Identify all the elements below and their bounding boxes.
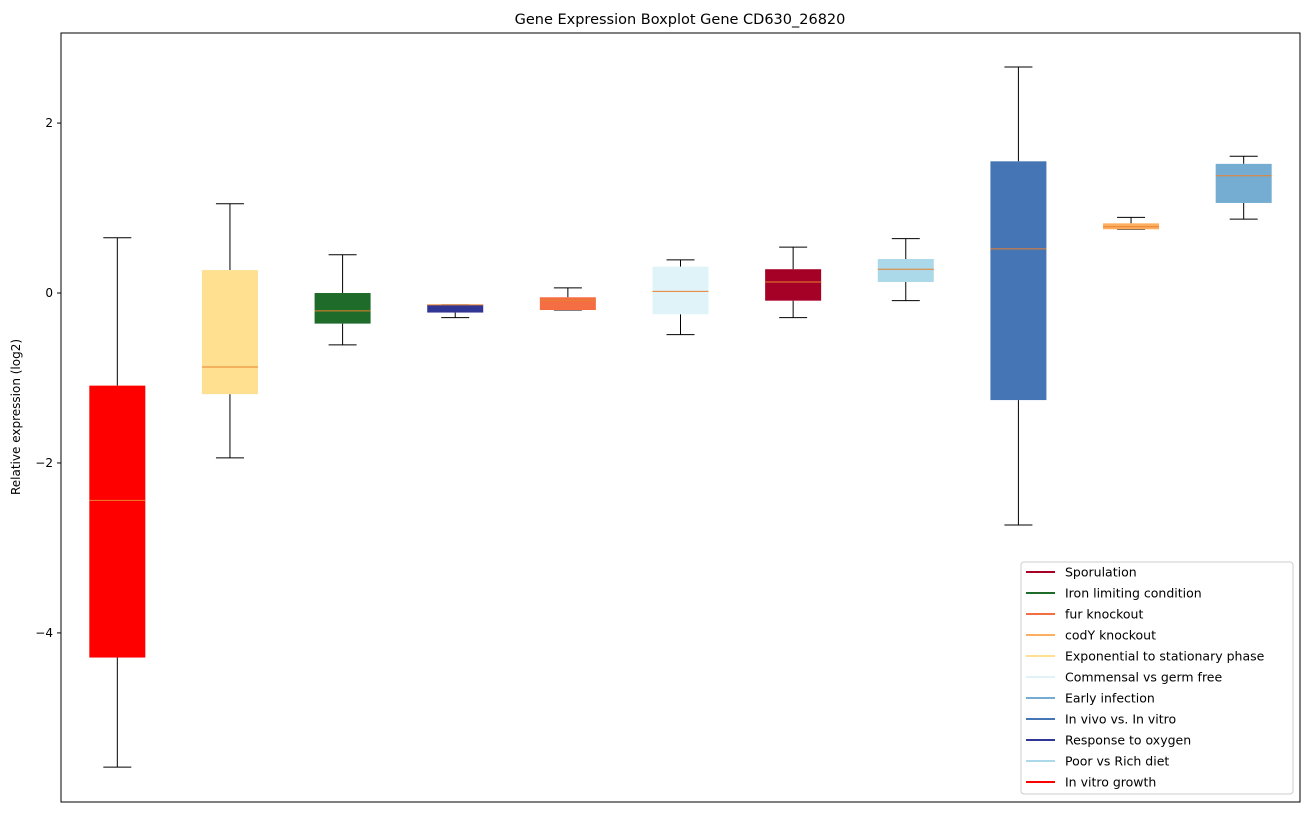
chart-title: Gene Expression Boxplot Gene CD630_26820 xyxy=(515,12,846,28)
box-group xyxy=(1215,155,1272,220)
box xyxy=(652,266,709,315)
box-group xyxy=(877,238,934,302)
legend-label: Response to oxygen xyxy=(1065,733,1191,748)
y-axis-label: Relative expression (log2) xyxy=(9,339,23,495)
plot-area-frame xyxy=(60,32,1301,803)
legend-label: Iron limiting condition xyxy=(1065,586,1202,601)
y-tick-label: 0 xyxy=(45,286,53,300)
legend-label: Exponential to stationary phase xyxy=(1065,649,1265,664)
y-tick-label: −2 xyxy=(35,456,53,470)
legend: Sporulation Iron limiting condition fur kn… xyxy=(1020,561,1294,795)
y-tick-label: 2 xyxy=(45,116,53,130)
box-group xyxy=(427,304,484,319)
legend-label: Poor vs Rich diet xyxy=(1065,754,1169,769)
box-group xyxy=(89,237,146,768)
box xyxy=(427,304,484,313)
legend-label: In vivo vs. In vitro xyxy=(1065,712,1176,727)
box xyxy=(314,293,371,324)
box xyxy=(539,297,596,311)
box-group xyxy=(1103,216,1160,230)
box xyxy=(990,161,1047,401)
legend-frame xyxy=(1020,561,1294,795)
box-group xyxy=(314,254,371,346)
box xyxy=(877,259,934,282)
legend-label: Sporulation xyxy=(1065,565,1137,580)
box-group xyxy=(990,66,1047,526)
box-group xyxy=(201,203,258,459)
box-group xyxy=(539,287,596,311)
box xyxy=(1215,163,1272,203)
legend-label: Early infection xyxy=(1065,691,1155,706)
box-group xyxy=(652,259,709,336)
y-tick-label: −4 xyxy=(35,626,53,640)
legend-label: codY knockout xyxy=(1065,628,1156,643)
legend-label: In vitro growth xyxy=(1065,775,1156,790)
legend-label: Commensal vs germ free xyxy=(1065,670,1222,685)
box xyxy=(89,385,146,658)
box xyxy=(765,269,822,301)
legend-label: fur knockout xyxy=(1065,607,1143,622)
box-group xyxy=(765,246,822,319)
box xyxy=(201,270,258,395)
